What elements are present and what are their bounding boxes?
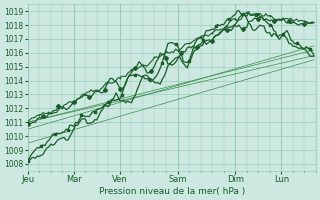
X-axis label: Pression niveau de la mer( hPa ): Pression niveau de la mer( hPa ): [99, 187, 245, 196]
